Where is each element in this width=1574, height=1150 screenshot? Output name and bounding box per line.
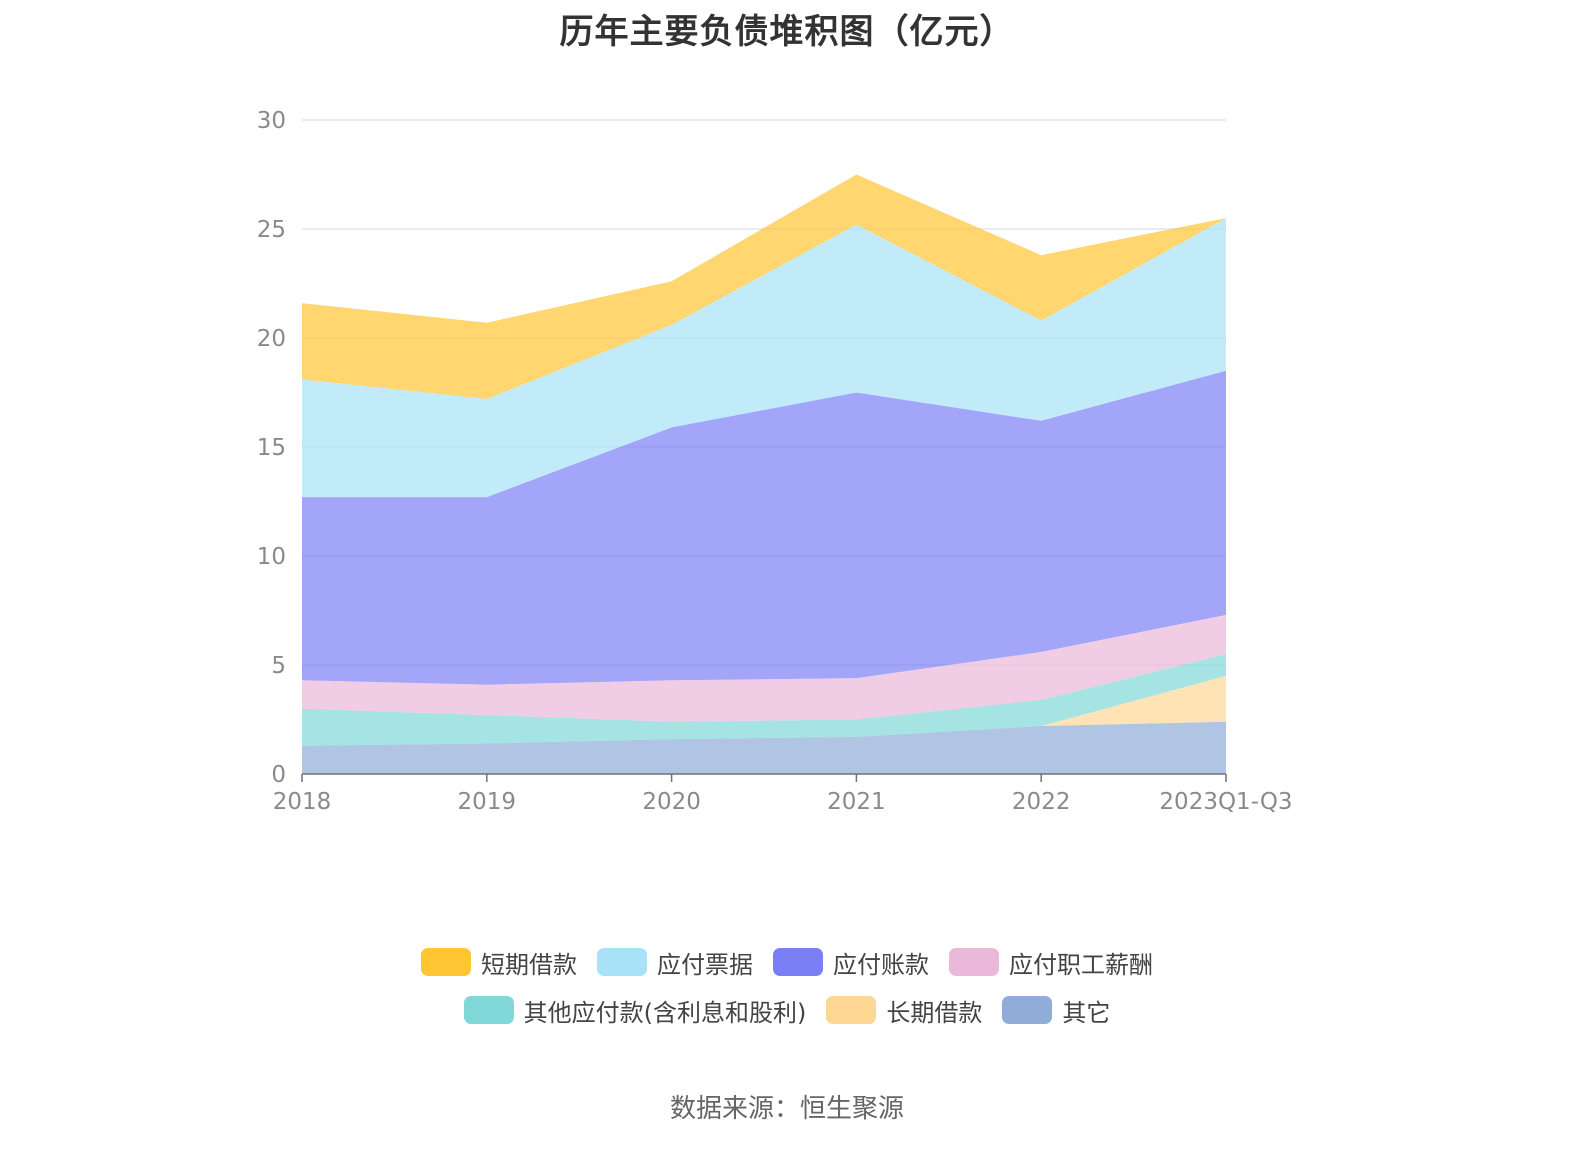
- y-tick-label: 15: [257, 435, 286, 461]
- legend-label: 应付职工薪酬: [1009, 950, 1153, 979]
- y-tick-label: 30: [257, 108, 286, 134]
- area-series-短期借款: [302, 174, 1226, 399]
- legend-row: 其他应付款(含利息和股利) 长期借款 其它: [0, 986, 1574, 1034]
- y-tick-label: 20: [257, 326, 286, 352]
- area-series-应付票据: [302, 218, 1226, 498]
- area-series-应付账款: [302, 370, 1226, 685]
- legend-item[interactable]: 应付票据: [597, 945, 753, 980]
- chart-title: 历年主要负债堆积图（亿元）: [559, 12, 1015, 52]
- x-tick-label: 2020: [642, 789, 701, 815]
- legend-label: 长期借款: [886, 998, 983, 1027]
- legend-item[interactable]: 应付账款: [773, 945, 929, 980]
- area-series-应付职工薪酬: [302, 614, 1226, 722]
- legend-swatch: [1002, 996, 1053, 1024]
- legend-item[interactable]: 长期借款: [826, 993, 982, 1028]
- legend-label: 其他应付款(含利息和股利): [523, 998, 807, 1027]
- legend: 短期借款 应付票据 应付账款 应付职工薪酬 其他应付款(含利息和股利) 长期借款 其它: [0, 938, 1574, 1034]
- legend-swatch: [421, 948, 471, 976]
- legend-label: 其它: [1062, 998, 1111, 1027]
- x-tick-label: 2022: [1012, 789, 1071, 815]
- legend-label: 应付票据: [657, 950, 753, 979]
- x-tick-label: 2019: [458, 789, 517, 815]
- legend-row: 短期借款 应付票据 应付账款 应付职工薪酬: [0, 938, 1574, 986]
- legend-swatch: [597, 948, 647, 976]
- y-tick-label: 5: [271, 653, 286, 679]
- legend-swatch: [949, 948, 999, 976]
- stacked-areas: [302, 174, 1226, 774]
- legend-item[interactable]: 其他应付款(含利息和股利): [463, 993, 807, 1028]
- y-tick-label: 10: [257, 544, 286, 570]
- x-tick-label: 2021: [827, 789, 886, 815]
- x-tick-label: 2018: [273, 789, 332, 815]
- legend-label: 应付账款: [833, 950, 929, 979]
- source-note: 数据来源：恒生聚源: [669, 1094, 904, 1124]
- legend-label: 短期借款: [481, 950, 577, 979]
- chart-area: 0 5 10 15 20 25 30 2018 2019 2020 2021 2022 2023Q1-Q…: [257, 108, 1293, 815]
- legend-item[interactable]: 其它: [1002, 993, 1110, 1028]
- area-series-其它: [302, 721, 1226, 774]
- x-tick-label: 2023Q1-Q3: [1159, 789, 1292, 815]
- axes: 0 5 10 15 20 25 30 2018 2019 2020 2021 2022 2023Q1-Q…: [257, 108, 1293, 815]
- legend-item[interactable]: 短期借款: [421, 945, 577, 980]
- legend-swatch: [463, 996, 514, 1024]
- legend-swatch: [773, 948, 823, 976]
- y-tick-label: 0: [271, 762, 286, 788]
- y-tick-label: 25: [257, 217, 286, 243]
- legend-item[interactable]: 应付职工薪酬: [949, 945, 1153, 980]
- area-series-其他应付款(含利息和股利): [302, 654, 1226, 746]
- legend-swatch: [826, 996, 877, 1024]
